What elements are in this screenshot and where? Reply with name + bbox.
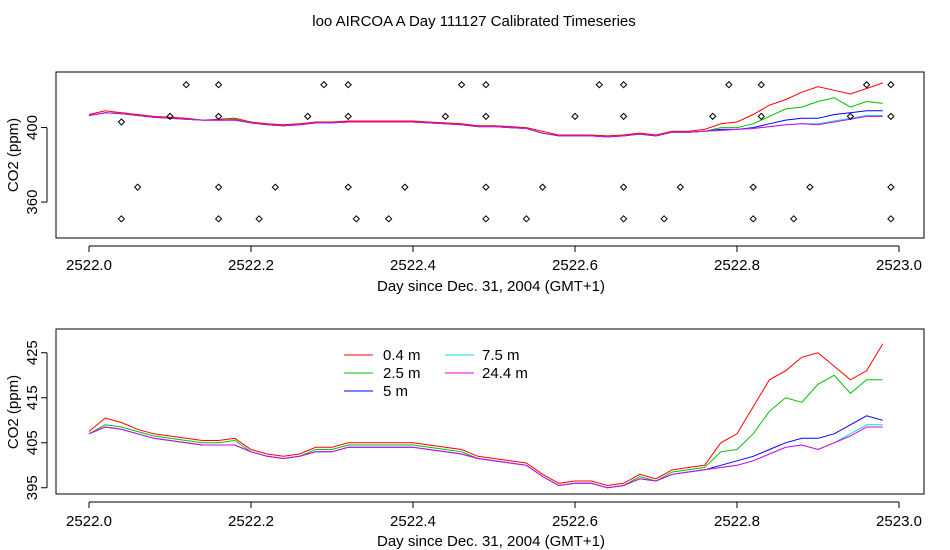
x-tick-label: 2523.0	[876, 513, 922, 530]
calibration-point	[482, 112, 490, 121]
calibration-point	[214, 81, 223, 89]
calibration-point	[595, 81, 604, 89]
calibration-point	[182, 81, 190, 89]
legend: 0.4 m2.5 m5 m 7.5 m24.4 m	[344, 347, 528, 400]
series-line-5m	[88, 415, 883, 489]
calibration-point	[619, 112, 628, 121]
calibration-point	[320, 81, 328, 89]
calibration-point	[457, 81, 466, 89]
y-axis: 360 400	[24, 115, 48, 215]
calibration-point	[725, 81, 733, 89]
calibration-point	[255, 215, 263, 223]
calibration-point	[887, 215, 895, 223]
calibration-point	[214, 112, 223, 121]
x-axis: 2522.0 2522.2 2522.4 2522.6 2522.8 2523.0	[66, 245, 922, 274]
calibration-point	[344, 81, 352, 89]
calibration-point	[117, 215, 126, 223]
y-tick-label: 395	[24, 475, 41, 500]
legend-label: 7.5 m	[482, 347, 520, 364]
top-panel: Day since Dec. 31, 2004 (GMT+1) CO2 (ppm…	[5, 71, 925, 295]
x-tick-label: 2522.6	[552, 257, 598, 274]
calibration-point	[384, 215, 393, 223]
bottom-y-axis-label: CO2 (ppm)	[5, 375, 22, 449]
x-tick-label: 2522.8	[714, 257, 760, 274]
calibration-point	[117, 118, 126, 126]
y-tick-label: 400	[24, 115, 41, 140]
y-tick-label: 415	[24, 385, 41, 410]
calibration-point	[214, 215, 223, 223]
series-line-ff0000	[88, 82, 883, 137]
x-tick-label: 2522.2	[228, 257, 274, 274]
bottom-x-axis-label: Day since Dec. 31, 2004 (GMT+1)	[377, 533, 605, 550]
calibration-point	[401, 183, 409, 191]
calibration-point	[789, 215, 798, 223]
y-tick-label: 360	[24, 190, 41, 215]
legend-label: 2.5 m	[383, 365, 421, 382]
x-axis: 2522.0 2522.2 2522.4 2522.6 2522.8 2523.0	[66, 501, 922, 530]
series-line-2-5m	[88, 374, 883, 489]
y-tick-label: 425	[24, 340, 41, 365]
calibration-point	[133, 183, 142, 191]
x-tick-label: 2522.2	[228, 513, 274, 530]
calibration-point	[441, 112, 450, 121]
x-tick-label: 2522.0	[66, 513, 112, 530]
series-line-e000e0	[88, 112, 883, 138]
bottom-panel: Day since Dec. 31, 2004 (GMT+1) CO2 (ppm…	[5, 328, 925, 550]
x-tick-label: 2523.0	[876, 257, 922, 274]
calibration-point	[862, 81, 871, 89]
x-tick-label: 2522.0	[66, 257, 112, 274]
calibration-point	[271, 183, 280, 191]
series-line-0-4m	[88, 343, 884, 487]
calibration-point	[806, 183, 814, 191]
calibration-point	[214, 183, 223, 191]
calibration-point	[846, 112, 855, 121]
calibration-point	[522, 215, 531, 223]
calibration-point	[482, 215, 490, 223]
y-tick-label: 405	[24, 430, 41, 455]
calibration-point	[708, 112, 717, 121]
calibration-point	[619, 183, 628, 191]
calibration-markers	[117, 81, 895, 223]
legend-label: 0.4 m	[383, 347, 421, 364]
calibration-point	[757, 112, 766, 121]
calibration-point	[619, 81, 628, 89]
calibration-point	[303, 112, 312, 121]
page-title: loo AIRCOA A Day 111127 Calibrated Times…	[312, 13, 636, 30]
calibration-point	[619, 215, 628, 223]
calibration-point	[887, 183, 895, 191]
calibration-point	[482, 183, 490, 191]
calibration-point	[344, 112, 352, 121]
calibration-point	[676, 183, 685, 191]
calibration-point	[887, 112, 895, 121]
series-line-0000ff	[88, 110, 883, 138]
calibration-point	[166, 112, 174, 121]
x-tick-label: 2522.8	[714, 513, 760, 530]
calibration-point	[749, 183, 757, 191]
plot-frame	[55, 71, 925, 239]
y-axis: 395 405 415 425	[24, 340, 48, 500]
calibration-point	[344, 183, 352, 191]
top-y-axis-label: CO2 (ppm)	[5, 118, 22, 192]
calibration-point	[887, 81, 895, 89]
calibration-point	[482, 81, 490, 89]
series-line-24-4m	[88, 426, 883, 489]
calibration-point	[749, 215, 757, 223]
calibration-point	[757, 81, 766, 89]
x-tick-label: 2522.4	[390, 513, 436, 530]
top-x-axis-label: Day since Dec. 31, 2004 (GMT+1)	[377, 278, 605, 295]
calibration-point	[538, 183, 547, 191]
calibration-point	[571, 112, 579, 121]
x-tick-label: 2522.4	[390, 257, 436, 274]
x-tick-label: 2522.6	[552, 513, 598, 530]
legend-label: 24.4 m	[482, 365, 528, 382]
calibration-point	[352, 215, 361, 223]
plot-frame	[55, 328, 925, 495]
calibration-point	[660, 215, 668, 223]
legend-label: 5 m	[383, 383, 408, 400]
